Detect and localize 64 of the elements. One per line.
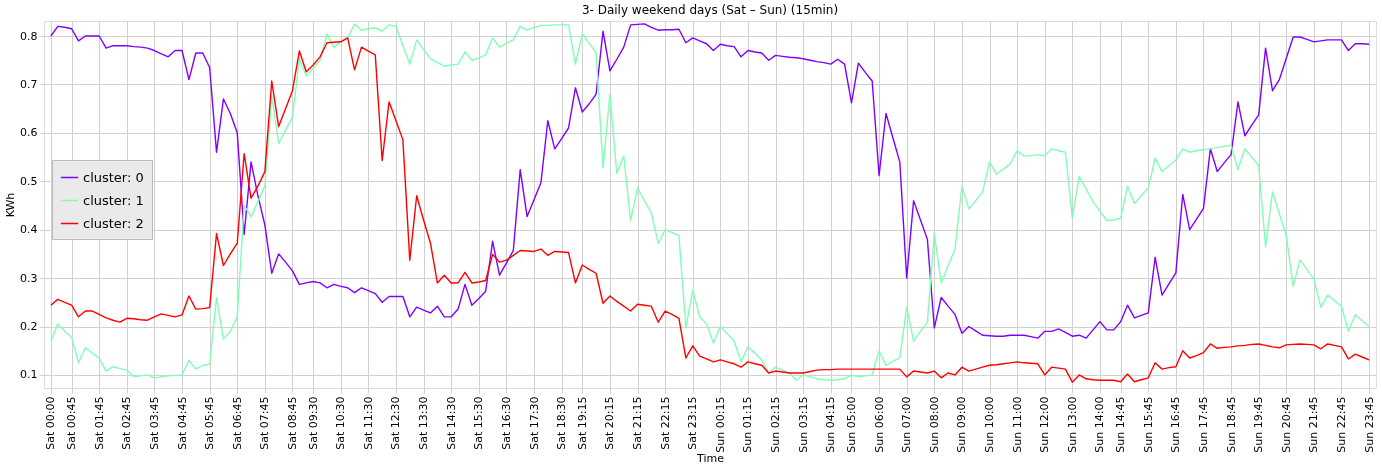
x-tick-label: Sun 03:15 <box>796 396 810 453</box>
x-tick-label: Sat 07:45 <box>258 396 272 450</box>
x-tick-label: Sat 18:30 <box>555 396 569 450</box>
y-tick-label: 0.5 <box>20 174 38 188</box>
x-tick-label: Sun 10:00 <box>983 396 997 453</box>
y-tick-label: 0.1 <box>20 368 38 382</box>
x-axis-title: Time <box>696 451 725 465</box>
x-tick-label: Sat 11:30 <box>361 396 375 450</box>
x-tick-label: Sun 21:45 <box>1307 396 1321 453</box>
x-tick-label: Sun 12:00 <box>1038 396 1052 453</box>
x-tick-label: Sun 02:15 <box>769 396 783 453</box>
x-tick-label: Sat 00:00 <box>44 396 58 450</box>
x-tick-label: Sun 14:00 <box>1093 396 1107 453</box>
x-tick-label: Sat 16:30 <box>499 396 513 450</box>
x-tick-label: Sat 22:15 <box>658 396 672 450</box>
y-tick-label: 0.3 <box>20 271 38 285</box>
x-tick-label: Sun 06:00 <box>872 396 886 453</box>
x-tick-label: Sun 07:00 <box>900 396 914 453</box>
x-tick-label: Sun 11:00 <box>1010 396 1024 453</box>
x-tick-label: Sun 17:45 <box>1196 396 1210 453</box>
x-tick-label: Sat 13:30 <box>417 396 431 450</box>
x-tick-label: Sat 15:30 <box>472 396 486 450</box>
y-tick-label: 0.4 <box>20 223 38 237</box>
x-tick-label: Sat 03:45 <box>147 396 161 450</box>
x-tick-label: Sun 14:45 <box>1114 396 1128 453</box>
x-tick-label: Sun 15:45 <box>1141 396 1155 453</box>
x-tick-label: Sun 00:15 <box>713 396 727 453</box>
x-tick-label: Sat 02:45 <box>120 396 134 450</box>
x-tick-label: Sun 20:45 <box>1279 396 1293 453</box>
x-tick-label: Sat 08:45 <box>285 396 299 450</box>
x-tick-label: Sun 04:15 <box>824 396 838 453</box>
x-tick-label: Sun 22:45 <box>1334 396 1348 453</box>
x-tick-label: Sun 05:00 <box>844 396 858 453</box>
x-tick-label: Sun 08:00 <box>927 396 941 453</box>
x-tick-label: Sun 09:00 <box>955 396 969 453</box>
x-tick-label: Sat 01:45 <box>92 396 106 450</box>
legend-label: cluster: 2 <box>83 215 144 231</box>
x-tick-label: Sat 23:15 <box>686 396 700 450</box>
y-tick-label: 0.6 <box>20 126 38 140</box>
x-tick-label: Sun 13:00 <box>1065 396 1079 453</box>
x-tick-label: Sun 19:45 <box>1252 396 1266 453</box>
x-tick-label: Sat 21:15 <box>631 396 645 450</box>
y-tick-label: 0.7 <box>20 77 38 91</box>
x-tick-label: Sun 16:45 <box>1169 396 1183 453</box>
x-tick-label: Sat 00:45 <box>65 396 79 450</box>
x-tick-label: Sun 18:45 <box>1224 396 1238 453</box>
x-tick-label: Sat 09:30 <box>306 396 320 450</box>
y-axis-title: KWh <box>4 192 18 218</box>
legend-label: cluster: 0 <box>83 169 144 185</box>
x-tick-label: Sun 01:15 <box>741 396 755 453</box>
x-tick-label: Sat 04:45 <box>175 396 189 450</box>
chart-title: 3- Daily weekend days (Sat – Sun) (15min) <box>581 3 839 17</box>
y-tick-label: 0.2 <box>20 320 38 334</box>
y-tick-label: 0.8 <box>20 29 38 43</box>
legend-label: cluster: 1 <box>83 192 144 208</box>
x-tick-label: Sat 17:30 <box>527 396 541 450</box>
x-tick-label: Sat 14:30 <box>444 396 458 450</box>
x-tick-label: Sat 20:15 <box>603 396 617 450</box>
x-tick-label: Sat 06:45 <box>230 396 244 450</box>
x-tick-label: Sat 10:30 <box>334 396 348 450</box>
x-tick-label: Sat 12:30 <box>389 396 403 450</box>
x-tick-label: Sat 19:15 <box>575 396 589 450</box>
x-tick-label: Sun 23:45 <box>1362 396 1376 453</box>
x-tick-label: Sat 05:45 <box>203 396 217 450</box>
